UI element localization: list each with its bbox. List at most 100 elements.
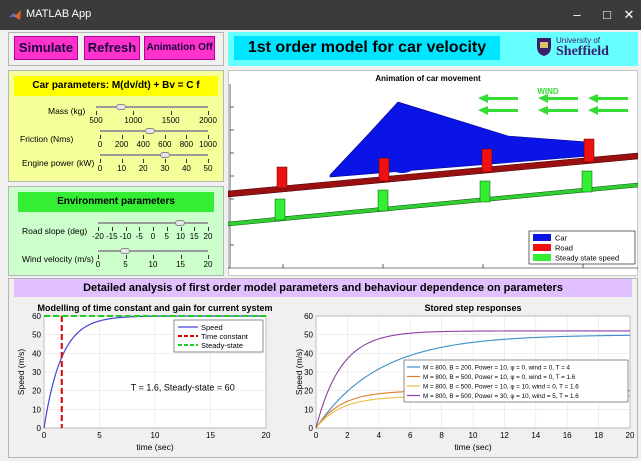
refresh-button[interactable]: Refresh xyxy=(84,36,140,60)
mass-slider-thumb[interactable] xyxy=(116,104,126,110)
animation-axes xyxy=(228,84,638,269)
slider-tick-mark xyxy=(164,159,166,163)
slider-tick-mark xyxy=(208,227,209,231)
maximize-button[interactable]: □ xyxy=(603,7,611,22)
slider-tick-label: 20 xyxy=(138,164,148,173)
road-marker xyxy=(276,166,288,189)
road-marker xyxy=(583,138,595,163)
mass-slider-ticks: 500 1000 1500 2000 xyxy=(89,111,217,127)
y-tick-label: 30 xyxy=(304,368,313,377)
slider-tick-mark xyxy=(100,159,101,163)
slider-tick-label: 1500 xyxy=(161,116,180,125)
y-tick-label: 10 xyxy=(32,405,41,414)
wind-label-text: WIND xyxy=(537,87,559,96)
legend-entry: M = 800, B = 500, Power = 10, φ = 10, wi… xyxy=(423,384,579,391)
slider-tick-label: 30 xyxy=(160,164,170,173)
y-tick-label: 50 xyxy=(304,331,313,340)
y-tick-label: 0 xyxy=(309,424,314,433)
slider-tick-label: 20 xyxy=(203,232,213,241)
legend-road: Road xyxy=(555,244,573,253)
legend-entry: Speed xyxy=(201,323,223,332)
slope-slider[interactable] xyxy=(98,220,208,226)
slope-slider-thumb[interactable] xyxy=(175,220,185,226)
animation-toggle-button[interactable]: Animation Off xyxy=(144,36,215,60)
steady-state-marker xyxy=(479,180,491,203)
y-tick-label: 40 xyxy=(32,349,41,358)
slider-tick-label: 500 xyxy=(89,116,103,125)
chart-annotation: T = 1.6, Steady-state = 60 xyxy=(131,383,235,393)
stored-responses-chart: Stored step responses 0 2 4 6 8 10 12 14 16 18 20 0 1… xyxy=(294,303,634,452)
slider-tick-mark xyxy=(143,159,145,163)
wind-slider-track xyxy=(98,250,208,252)
wind-slider-thumb[interactable] xyxy=(120,248,130,254)
car-params-title: Car parameters: M(dv/dt) + Bv = C f xyxy=(14,76,218,96)
friction-slider-thumb[interactable] xyxy=(145,128,155,134)
analysis-title: Detailed analysis of first order model p… xyxy=(14,279,632,297)
slider-tick-mark xyxy=(111,227,113,231)
friction-slider[interactable] xyxy=(100,128,208,134)
slider-tick-label: 5 xyxy=(123,260,128,269)
slider-tick-mark xyxy=(194,227,196,231)
slider-tick-label: 1000 xyxy=(124,116,143,125)
x-tick-label: 14 xyxy=(531,431,540,440)
minimize-button[interactable]: – xyxy=(573,7,581,22)
y-tick-label: 20 xyxy=(304,387,313,396)
slider-tick-label: 15 xyxy=(189,232,199,241)
engine-slider[interactable] xyxy=(100,152,208,158)
chart-title: Stored step responses xyxy=(424,303,521,313)
simulate-button[interactable]: Simulate xyxy=(14,36,78,60)
legend-entry: M = 800, B = 500, Power = 30, φ = 10, wi… xyxy=(423,393,579,400)
slider-tick-mark xyxy=(143,135,145,139)
slider-tick-label: -15 xyxy=(105,232,118,241)
wind-arrow-icon xyxy=(478,106,518,115)
slider-tick-label: 40 xyxy=(181,164,191,173)
slider-tick-mark xyxy=(186,159,188,163)
slider-tick-label: 0 xyxy=(97,140,103,149)
close-button[interactable]: ✕ xyxy=(623,7,635,22)
x-tick-label: 5 xyxy=(97,431,102,440)
x-tick-label: 20 xyxy=(262,431,271,440)
animation-legend: Car Road Steady state speed xyxy=(528,230,636,265)
wind-label: Wind velocity (m/s) xyxy=(22,254,94,264)
slider-tick-label: 15 xyxy=(176,260,185,269)
env-params-title: Environment parameters xyxy=(18,192,214,212)
x-tick-label: 15 xyxy=(206,431,215,440)
slider-tick-label: 50 xyxy=(203,164,213,173)
slider-tick-label: 600 xyxy=(158,140,172,149)
animation-title: Animation of car movement xyxy=(375,74,481,83)
x-tick-label: 6 xyxy=(408,431,413,440)
matlab-logo-icon xyxy=(8,8,22,22)
x-tick-label: 12 xyxy=(500,431,509,440)
slider-tick-mark xyxy=(96,111,97,115)
slider-tick-label: 800 xyxy=(179,140,194,149)
legend-entry: M = 800, B = 500, Power = 10, φ = 0, win… xyxy=(423,374,576,381)
animation-canvas: Animation of car movement WIND Car xyxy=(228,74,638,269)
chart-legend xyxy=(403,359,629,403)
slider-tick-mark xyxy=(166,227,168,231)
slider-tick-mark xyxy=(125,227,127,231)
steady-state-marker xyxy=(581,170,593,193)
steady-state-line xyxy=(228,182,638,227)
wind-arrow-icon xyxy=(538,106,578,115)
slider-tick-label: 0 xyxy=(97,164,103,173)
slider-tick-label: 0 xyxy=(95,260,101,269)
y-tick-label: 20 xyxy=(32,387,41,396)
x-tick-label: 0 xyxy=(314,431,319,440)
car-wheel xyxy=(388,155,416,173)
slider-tick-mark xyxy=(208,255,209,259)
slider-tick-label: 400 xyxy=(136,140,150,149)
y-tick-label: 0 xyxy=(37,424,42,433)
slider-tick-mark xyxy=(98,227,99,231)
window-title: MATLAB App xyxy=(26,8,92,20)
slider-tick-mark xyxy=(186,135,188,139)
slider-tick-mark xyxy=(153,255,154,259)
mass-slider[interactable] xyxy=(96,104,208,110)
mass-label: Mass (kg) xyxy=(48,106,86,116)
slider-tick-label: -20 xyxy=(92,232,104,241)
engine-slider-thumb[interactable] xyxy=(160,152,170,158)
steady-state-marker xyxy=(377,189,389,212)
x-tick-label: 4 xyxy=(377,431,382,440)
slider-tick-label: 10 xyxy=(176,232,185,241)
wind-slider[interactable] xyxy=(98,248,208,254)
slider-tick-mark xyxy=(208,159,209,163)
